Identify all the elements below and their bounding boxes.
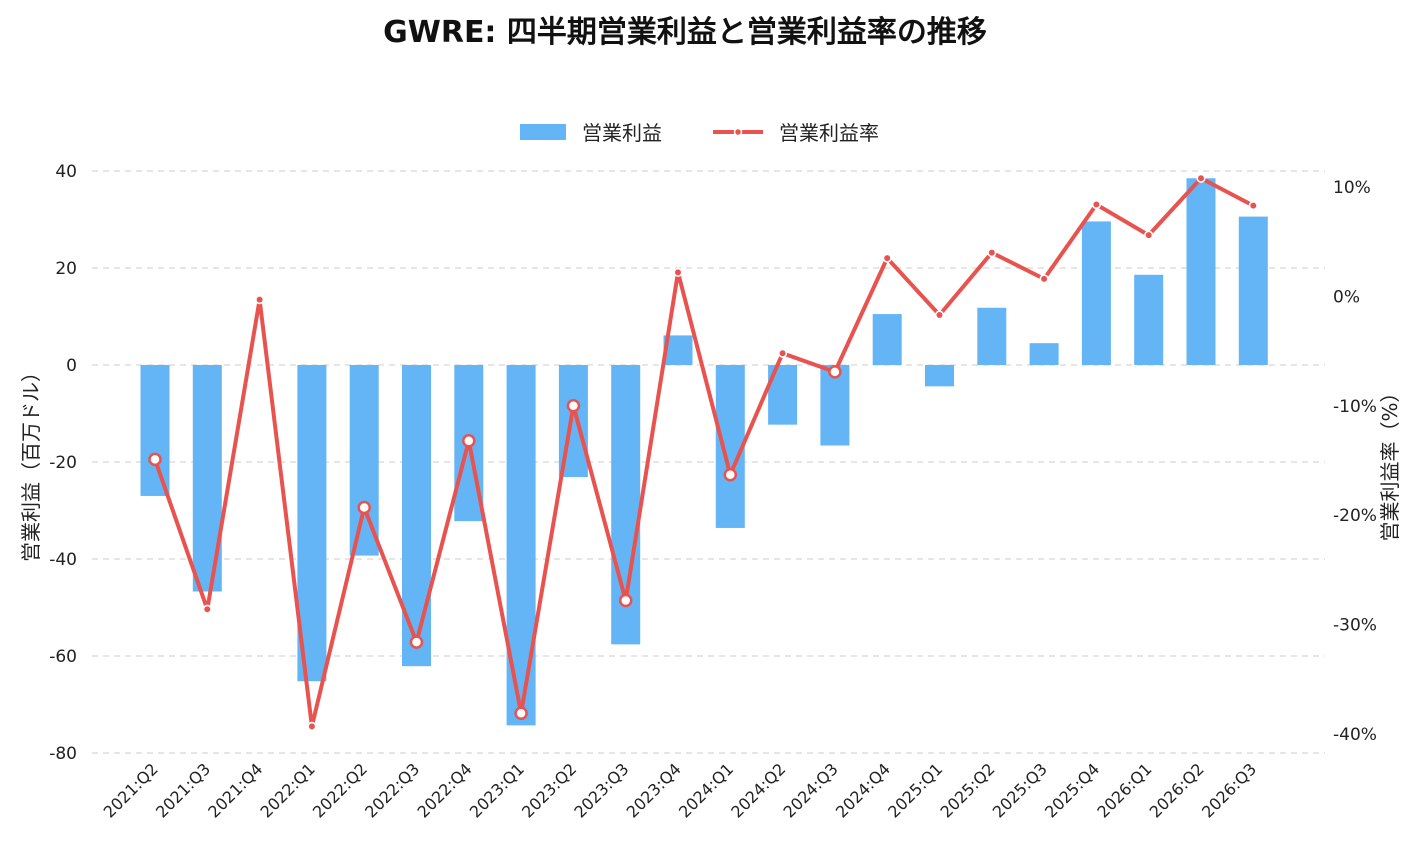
x-tick-label: 2024:Q2	[727, 759, 789, 821]
x-tick-label: 2025:Q1	[884, 759, 946, 821]
y-tick-label: -20	[49, 453, 77, 473]
x-axis: 2021:Q22021:Q32021:Q42022:Q12022:Q22022:…	[100, 759, 1260, 821]
y-tick-label: 40	[55, 162, 77, 182]
x-tick-label: 2025:Q4	[1041, 759, 1103, 821]
x-tick-label: 2022:Q1	[257, 759, 319, 821]
line-point	[1248, 200, 1258, 211]
line-point	[1091, 199, 1101, 210]
line-point	[566, 399, 581, 413]
x-tick-label: 2021:Q3	[152, 759, 214, 821]
bar	[506, 365, 536, 726]
legend-swatch-marker	[733, 127, 743, 137]
line-point	[357, 500, 371, 515]
y2-tick-label: -30%	[1333, 616, 1377, 636]
line-point	[618, 593, 633, 608]
bar	[1238, 216, 1268, 365]
y2-tick-label: -20%	[1333, 506, 1377, 526]
x-tick-label: 2026:Q1	[1093, 759, 1155, 821]
line-point	[514, 706, 528, 720]
legend-label-bar: 営業利益	[582, 121, 662, 145]
y-axis-label: 営業利益（百万ドル）	[19, 362, 43, 562]
line-point	[202, 604, 212, 614]
line-point	[148, 452, 162, 467]
x-tick-label: 2025:Q2	[936, 759, 998, 821]
x-tick-label: 2024:Q4	[832, 759, 894, 821]
y-tick-label: -40	[49, 550, 77, 570]
line-point	[882, 253, 892, 263]
line-point	[934, 310, 945, 320]
line-point	[777, 348, 788, 358]
bar	[1081, 221, 1111, 365]
line-point	[255, 295, 265, 305]
x-tick-label: 2026:Q3	[1198, 759, 1260, 821]
bar	[140, 365, 170, 496]
x-tick-label: 2021:Q2	[100, 759, 162, 821]
y-tick-label: -60	[49, 647, 77, 667]
line-point	[1039, 274, 1049, 284]
y-tick-label: -80	[49, 744, 77, 764]
x-tick-label: 2023:Q1	[466, 759, 528, 821]
x-tick-label: 2023:Q4	[623, 759, 685, 821]
line-point	[409, 635, 424, 649]
bar	[1134, 274, 1164, 365]
x-tick-label: 2026:Q2	[1146, 759, 1208, 821]
x-tick-label: 2022:Q4	[413, 759, 475, 821]
x-tick-label: 2021:Q4	[204, 759, 266, 821]
bar	[715, 365, 745, 528]
x-tick-label: 2024:Q1	[675, 759, 737, 821]
x-tick-label: 2023:Q3	[570, 759, 632, 821]
legend-label-line: 営業利益率	[779, 121, 879, 145]
line-point	[1196, 173, 1206, 183]
bar	[1029, 343, 1059, 365]
x-tick-label: 2022:Q2	[309, 759, 371, 821]
x-tick-label: 2025:Q3	[989, 759, 1051, 821]
line-series	[148, 173, 1258, 731]
bar	[1186, 178, 1216, 365]
y2-tick-label: 0%	[1333, 287, 1360, 307]
y2-tick-label: 10%	[1333, 178, 1371, 198]
y-axis-left: -80 -60 -40 -20 0 20 40	[49, 162, 77, 764]
line-point	[462, 434, 476, 448]
y-tick-label: 0	[66, 356, 77, 376]
y2-tick-label: -40%	[1333, 725, 1377, 745]
legend: 営業利益 営業利益率	[520, 121, 879, 145]
x-tick-label: 2023:Q2	[518, 759, 580, 821]
line-point	[673, 267, 683, 277]
line-point	[723, 467, 738, 482]
bar	[297, 365, 327, 682]
bar	[977, 307, 1007, 365]
x-tick-label: 2022:Q3	[361, 759, 423, 821]
y2-tick-label: -10%	[1333, 397, 1377, 417]
line-point	[1144, 230, 1154, 240]
bar	[349, 365, 379, 556]
chart-title: GWRE: 四半期営業利益と営業利益率の推移	[383, 15, 987, 50]
line-point	[307, 721, 317, 731]
y2-axis-label: 営業利益率（%）	[1378, 382, 1402, 541]
y-axis-right: -40% -30% -20% -10% 0% 10%	[1333, 178, 1377, 745]
bar	[925, 365, 954, 387]
line-point	[828, 365, 842, 379]
gridlines	[92, 170, 1325, 754]
bar-series	[140, 178, 1268, 726]
x-tick-label: 2024:Q3	[780, 759, 842, 821]
legend-swatch-bar	[520, 124, 566, 140]
margin-line	[153, 176, 1255, 729]
y-tick-label: 20	[55, 259, 77, 279]
bar	[872, 314, 902, 365]
line-point	[987, 248, 997, 258]
